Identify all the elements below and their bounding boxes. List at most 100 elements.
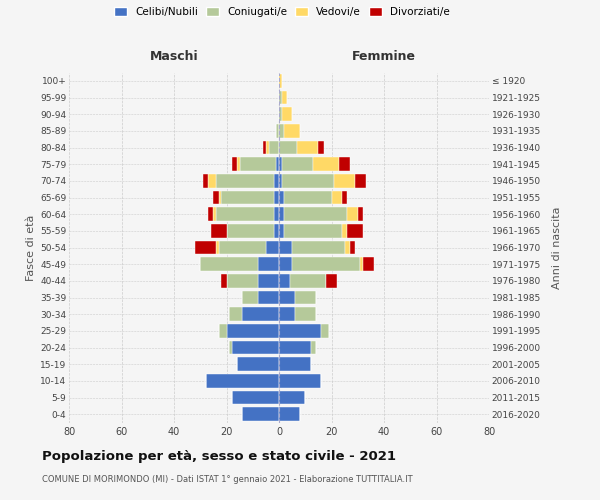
Bar	[279, 324, 321, 338]
Bar	[237, 158, 239, 171]
Bar	[279, 274, 290, 287]
Bar	[277, 158, 279, 171]
Bar	[279, 408, 300, 421]
Bar	[216, 208, 274, 221]
Bar	[258, 258, 279, 271]
Bar	[292, 258, 361, 271]
Bar	[203, 174, 208, 188]
Bar	[281, 158, 313, 171]
Bar	[266, 140, 269, 154]
Bar	[227, 324, 279, 338]
Bar	[342, 190, 347, 204]
Bar	[279, 358, 311, 371]
Bar	[208, 174, 216, 188]
Bar	[281, 108, 292, 121]
Bar	[242, 308, 279, 321]
Bar	[211, 224, 227, 237]
Y-axis label: Anni di nascita: Anni di nascita	[552, 206, 562, 288]
Bar	[279, 174, 281, 188]
Bar	[279, 308, 295, 321]
Bar	[279, 90, 281, 104]
Bar	[284, 124, 300, 138]
Text: Maschi: Maschi	[149, 50, 199, 62]
Bar	[358, 208, 363, 221]
Bar	[284, 224, 342, 237]
Bar	[239, 158, 277, 171]
Legend: Celibi/Nubili, Coniugati/e, Vedovi/e, Divorziati/e: Celibi/Nubili, Coniugati/e, Vedovi/e, Di…	[112, 5, 452, 20]
Bar	[347, 208, 358, 221]
Bar	[274, 224, 279, 237]
Bar	[229, 308, 242, 321]
Bar	[232, 158, 237, 171]
Bar	[279, 224, 284, 237]
Bar	[208, 208, 214, 221]
Bar	[221, 274, 227, 287]
Bar	[195, 240, 216, 254]
Y-axis label: Fasce di età: Fasce di età	[26, 214, 36, 280]
Bar	[214, 190, 218, 204]
Bar	[295, 308, 316, 321]
Bar	[334, 174, 355, 188]
Bar	[279, 108, 281, 121]
Bar	[284, 190, 331, 204]
Bar	[258, 290, 279, 304]
Bar	[258, 274, 279, 287]
Bar	[237, 358, 279, 371]
Bar	[200, 258, 258, 271]
Bar	[279, 258, 292, 271]
Bar	[279, 74, 281, 88]
Bar	[340, 158, 350, 171]
Bar	[284, 208, 347, 221]
Bar	[274, 174, 279, 188]
Bar	[279, 158, 281, 171]
Text: Popolazione per età, sesso e stato civile - 2021: Popolazione per età, sesso e stato civil…	[42, 450, 396, 463]
Bar	[355, 174, 365, 188]
Bar	[279, 290, 295, 304]
Bar	[214, 208, 216, 221]
Bar	[311, 340, 316, 354]
Bar	[281, 174, 334, 188]
Bar	[218, 324, 227, 338]
Bar	[232, 390, 279, 404]
Bar	[279, 140, 298, 154]
Bar	[205, 374, 279, 388]
Bar	[216, 174, 274, 188]
Bar	[274, 208, 279, 221]
Bar	[218, 190, 221, 204]
Bar	[242, 408, 279, 421]
Bar	[347, 224, 363, 237]
Bar	[363, 258, 373, 271]
Bar	[279, 390, 305, 404]
Bar	[331, 190, 342, 204]
Bar	[227, 224, 274, 237]
Bar	[279, 190, 284, 204]
Bar	[344, 240, 350, 254]
Bar	[242, 290, 258, 304]
Bar	[279, 340, 311, 354]
Bar	[295, 290, 316, 304]
Bar	[319, 140, 323, 154]
Bar	[313, 158, 340, 171]
Bar	[266, 240, 279, 254]
Bar	[218, 240, 266, 254]
Bar	[281, 90, 287, 104]
Bar	[229, 340, 232, 354]
Bar	[350, 240, 355, 254]
Bar	[216, 240, 218, 254]
Bar	[361, 258, 363, 271]
Bar	[227, 274, 258, 287]
Bar	[277, 124, 279, 138]
Bar	[263, 140, 266, 154]
Bar	[279, 208, 284, 221]
Text: COMUNE DI MORIMONDO (MI) - Dati ISTAT 1° gennaio 2021 - Elaborazione TUTTITALIA.: COMUNE DI MORIMONDO (MI) - Dati ISTAT 1°…	[42, 475, 413, 484]
Bar	[298, 140, 319, 154]
Bar	[221, 190, 274, 204]
Bar	[274, 190, 279, 204]
Bar	[269, 140, 279, 154]
Bar	[279, 124, 284, 138]
Bar	[342, 224, 347, 237]
Bar	[279, 374, 321, 388]
Bar	[232, 340, 279, 354]
Bar	[321, 324, 329, 338]
Text: Femmine: Femmine	[352, 50, 416, 62]
